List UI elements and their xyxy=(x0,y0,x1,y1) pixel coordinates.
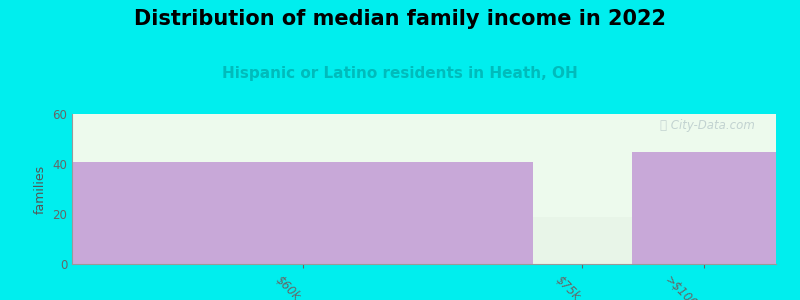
Text: Ⓢ City-Data.com: Ⓢ City-Data.com xyxy=(660,118,755,131)
Text: Distribution of median family income in 2022: Distribution of median family income in … xyxy=(134,9,666,29)
Bar xyxy=(632,152,776,264)
Bar xyxy=(72,161,533,264)
Y-axis label: families: families xyxy=(34,164,46,214)
Text: Hispanic or Latino residents in Heath, OH: Hispanic or Latino residents in Heath, O… xyxy=(222,66,578,81)
Bar xyxy=(533,217,632,264)
